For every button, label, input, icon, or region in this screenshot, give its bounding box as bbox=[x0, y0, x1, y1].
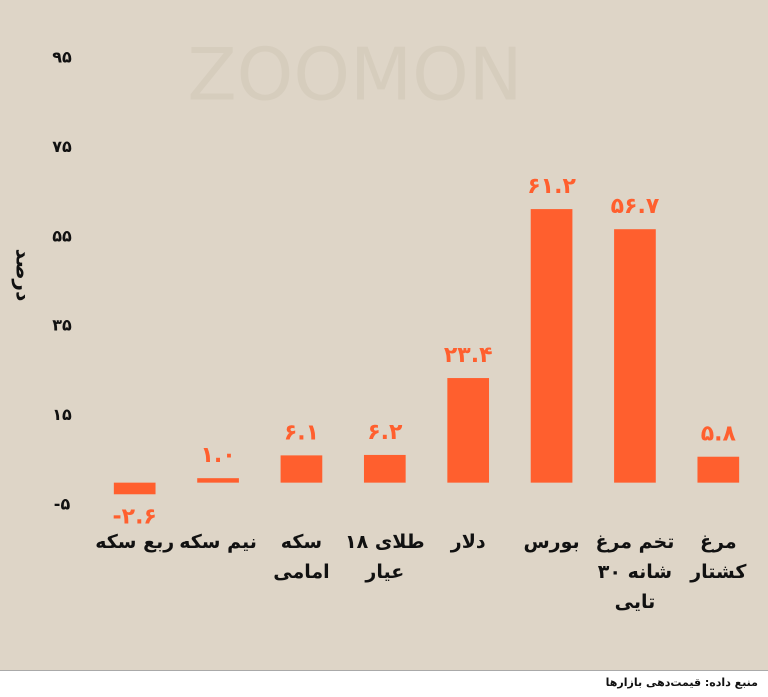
value-label: ۲۳.۴ bbox=[444, 343, 493, 368]
bar bbox=[113, 482, 156, 495]
x-tick-label: نیم سکه bbox=[179, 531, 257, 553]
value-label: ۵.۸ bbox=[701, 422, 737, 447]
value-label: ۱.۰ bbox=[200, 443, 235, 468]
value-label: ۵۶.۷ bbox=[611, 194, 660, 219]
bar bbox=[614, 229, 656, 483]
chart: ZOOMON درصد -۵ ۱۵ ۳۵ ۵۵ ۷۵ ۹۵ -۲.۶ ۱.۰ ۶.۱ ۶.۲ ۲۳.… bbox=[11, 33, 740, 530]
source: منبع داده: قیمت‌دهی بازارها bbox=[605, 676, 758, 689]
y-tick-label: ۵۵ bbox=[52, 226, 72, 245]
value-label: ۶.۲ bbox=[367, 420, 403, 445]
bar bbox=[447, 378, 490, 483]
y-tick-label: ۱۵ bbox=[52, 405, 72, 424]
y-tick-label: ۳۵ bbox=[52, 316, 72, 335]
x-tick-label: بورس bbox=[523, 531, 580, 553]
bar bbox=[280, 455, 323, 483]
value-label: ۶۱.۲ bbox=[527, 174, 576, 199]
y-tick-label: -۵ bbox=[54, 495, 71, 514]
bar bbox=[697, 456, 740, 483]
bar bbox=[530, 209, 573, 483]
value-label: ۶.۱ bbox=[284, 420, 319, 445]
x-tick-label: مرغ کشتار bbox=[690, 531, 747, 583]
bar bbox=[197, 478, 239, 483]
y-tick-label: ۹۵ bbox=[52, 48, 72, 67]
value-label: -۲.۶ bbox=[113, 505, 157, 530]
x-tick-label: طلای ۱۸ عیار bbox=[345, 531, 425, 583]
y-axis-label: درصد bbox=[12, 249, 36, 302]
footer: منبع داده: قیمت‌دهی بازارها bbox=[0, 670, 768, 697]
x-tick-label: تخم مرغ شانه ۳۰ تایی bbox=[595, 531, 675, 613]
bar bbox=[363, 454, 406, 483]
x-tick-label: دلار bbox=[450, 531, 486, 553]
x-tick-label: سکه امامی bbox=[273, 531, 330, 583]
x-tick-label: ربع سکه bbox=[95, 531, 175, 553]
watermark: ZOOMON bbox=[187, 33, 522, 117]
y-tick-label: ۷۵ bbox=[52, 137, 72, 156]
